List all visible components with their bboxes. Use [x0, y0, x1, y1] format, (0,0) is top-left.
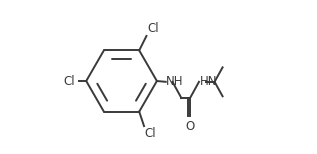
Text: O: O — [185, 120, 195, 133]
Text: Cl: Cl — [63, 75, 75, 87]
Text: HN: HN — [200, 75, 217, 88]
Text: NH: NH — [166, 75, 184, 88]
Text: Cl: Cl — [147, 22, 159, 35]
Text: Cl: Cl — [145, 127, 157, 140]
